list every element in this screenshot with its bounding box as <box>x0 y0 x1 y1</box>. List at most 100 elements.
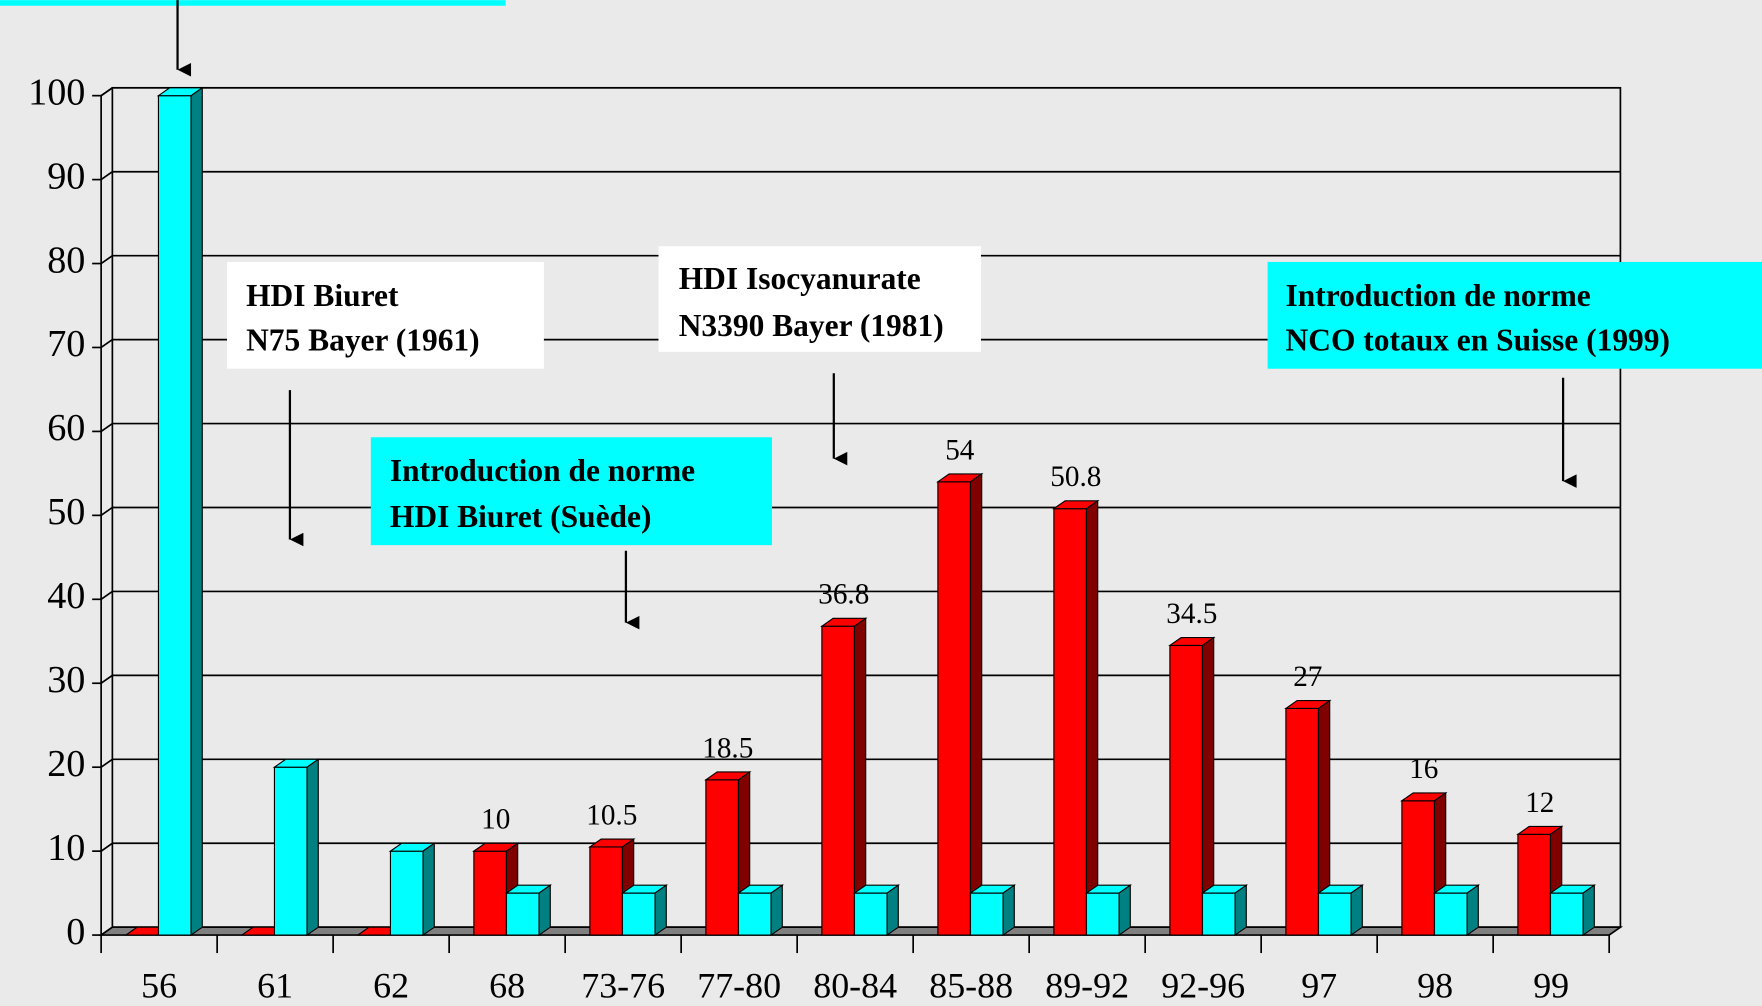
bar-side <box>1085 499 1099 937</box>
x-tick-label: 97 <box>1301 965 1337 1005</box>
annotation-box <box>226 261 544 369</box>
bar-side <box>1234 884 1247 937</box>
bar-side <box>770 884 783 937</box>
bar-front <box>1169 644 1204 936</box>
x-tick-label: 77-80 <box>697 965 781 1005</box>
bar-front <box>157 95 192 936</box>
annotation-text: HDI Biuret (Suède) <box>390 499 652 534</box>
data-label: 36.8 <box>818 579 869 611</box>
x-tick-label: 92-96 <box>1161 965 1245 1005</box>
x-tick-label: 62 <box>373 965 409 1005</box>
y-tick-label: 70 <box>47 323 85 365</box>
bar-front <box>1201 892 1236 936</box>
bar-front <box>473 850 508 936</box>
y-tick-label: 0 <box>66 911 85 953</box>
grid-line <box>100 758 1621 768</box>
bar-front <box>1053 508 1088 936</box>
bar-front <box>273 766 308 936</box>
bar <box>736 884 785 937</box>
bar-side <box>422 842 435 937</box>
x-tick-label: 73-76 <box>581 965 665 1005</box>
grid-line <box>100 674 1621 684</box>
x-tick-label: 61 <box>257 965 293 1005</box>
grid-line <box>100 590 1621 600</box>
annotation-box <box>658 246 982 352</box>
annotation-text: HDI Isocyanurate <box>679 261 921 296</box>
data-label: 10 <box>481 804 510 836</box>
bar-side <box>538 884 551 937</box>
bar-front <box>1285 707 1320 936</box>
bar <box>1168 636 1216 937</box>
y-tick-label: 60 <box>47 407 85 449</box>
bar-side <box>306 758 319 937</box>
bar <box>1548 884 1597 937</box>
x-tick-label: 56 <box>141 965 177 1005</box>
y-tick-label: 100 <box>28 71 85 113</box>
grid-line <box>100 506 1621 517</box>
y-tick-label: 50 <box>47 491 85 533</box>
x-tick-label: 85-88 <box>929 965 1013 1005</box>
data-label: 16 <box>1409 753 1438 785</box>
grid-line <box>100 422 1621 433</box>
bar <box>852 884 901 937</box>
annotation-text: Introduction de norme <box>1286 278 1591 313</box>
bar-front <box>969 892 1004 936</box>
bar-front <box>621 892 656 936</box>
data-label: 27 <box>1293 661 1322 693</box>
x-tick-label: 98 <box>1417 965 1453 1005</box>
data-label: 50.8 <box>1050 461 1101 493</box>
grid-line <box>100 338 1621 349</box>
bar <box>1316 884 1365 937</box>
x-tick-label: 68 <box>489 965 525 1005</box>
bar-side <box>654 884 667 937</box>
bar-front <box>1085 892 1120 936</box>
grid-line <box>100 170 1621 181</box>
data-label: 54 <box>945 434 975 466</box>
x-tick-label: 89-92 <box>1045 965 1129 1005</box>
bar-front <box>737 892 772 936</box>
y-tick-label: 90 <box>47 155 85 197</box>
y-axis-back <box>100 87 113 97</box>
cut-callout <box>0 0 506 6</box>
bar-side <box>190 86 203 937</box>
bar <box>968 884 1017 937</box>
y-tick-label: 10 <box>47 827 85 869</box>
bar-side <box>1466 884 1479 937</box>
data-label: 12 <box>1525 787 1554 819</box>
bar <box>272 758 321 937</box>
annotation-text: N3390 Bayer (1981) <box>679 308 944 343</box>
bar-front <box>389 850 424 936</box>
annotation-text: NCO totaux en Suisse (1999) <box>1286 323 1670 358</box>
data-label: 10.5 <box>586 799 637 831</box>
y-tick-label: 30 <box>47 659 85 701</box>
bar-side <box>1350 884 1363 937</box>
bar-front <box>937 481 972 936</box>
x-tick-label: 80-84 <box>813 965 897 1005</box>
data-label: 34.5 <box>1166 598 1217 630</box>
bar-front <box>853 892 888 936</box>
annotation-text: HDI Biuret <box>246 278 399 313</box>
bar-side <box>969 472 983 937</box>
annotation-box <box>370 437 772 546</box>
bar <box>1200 884 1249 937</box>
grid-line <box>100 254 1621 265</box>
bar-front <box>1433 892 1468 936</box>
grid-line <box>100 86 1621 97</box>
bar-side <box>886 884 899 937</box>
bar <box>820 617 868 937</box>
bar <box>1052 499 1100 937</box>
y-tick-label: 40 <box>47 575 85 617</box>
annotation-text: Introduction de norme <box>390 453 695 488</box>
bar <box>156 86 205 937</box>
bar-front <box>705 779 740 936</box>
bar-front <box>505 892 540 936</box>
bar-front <box>1401 800 1436 936</box>
bar <box>388 842 437 937</box>
bar-front <box>1549 892 1584 936</box>
bar-side <box>1118 884 1131 937</box>
y-tick-label: 20 <box>47 743 85 785</box>
bar-side <box>1002 884 1015 937</box>
bar <box>1284 699 1332 937</box>
